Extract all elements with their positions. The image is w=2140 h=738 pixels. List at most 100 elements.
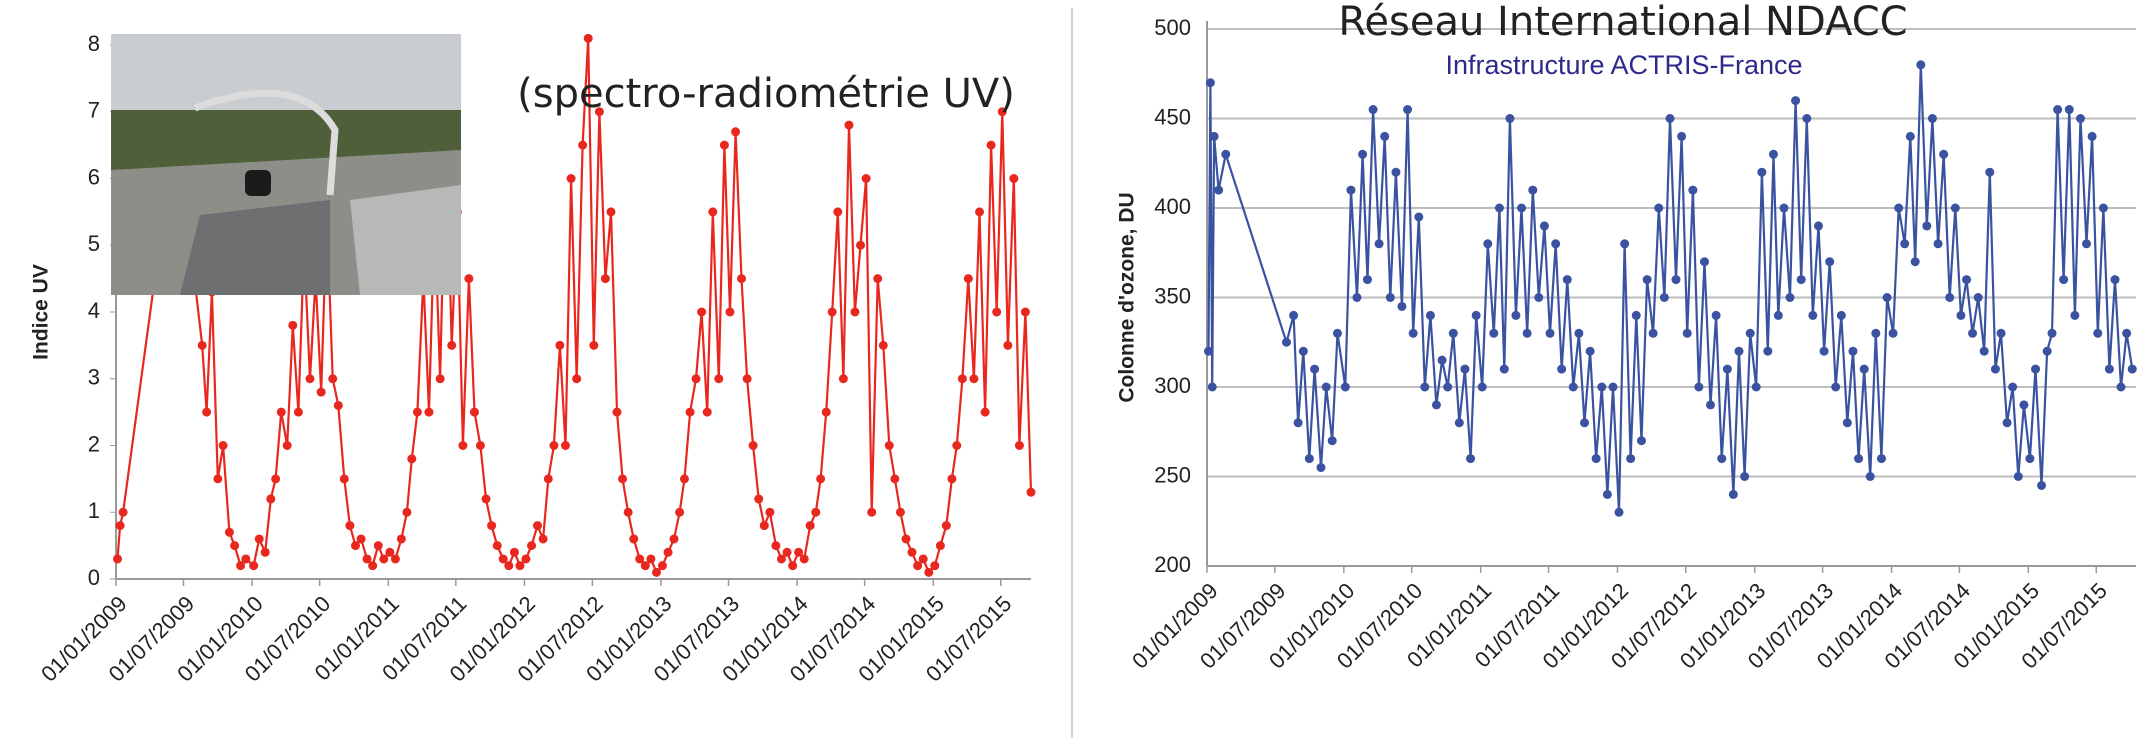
data-point <box>1205 78 1215 88</box>
data-point <box>1979 346 1989 356</box>
data-point <box>1956 310 1966 320</box>
data-point <box>1551 239 1561 249</box>
data-point <box>1677 131 1687 141</box>
data-point <box>782 547 792 557</box>
data-point <box>1699 257 1709 267</box>
chart-title: Réseau International NDACC <box>1338 0 1907 45</box>
data-point <box>538 534 548 544</box>
data-point <box>2002 418 2012 428</box>
data-point <box>1368 105 1378 115</box>
data-point <box>293 407 303 417</box>
data-point <box>691 374 701 384</box>
data-point <box>731 127 741 137</box>
data-point <box>1304 454 1314 464</box>
data-point <box>533 521 543 531</box>
data-point <box>1996 328 2006 338</box>
data-point <box>305 374 315 384</box>
data-point <box>218 441 228 450</box>
data-point <box>356 534 366 544</box>
data-point <box>249 561 259 571</box>
data-point <box>924 567 934 577</box>
data-point <box>469 407 479 417</box>
data-point <box>1939 149 1949 159</box>
y-tick-label: 300 <box>1154 373 1191 398</box>
data-point <box>635 554 645 564</box>
data-point <box>2042 346 2052 356</box>
data-point <box>1825 257 1835 267</box>
data-point <box>1298 346 1308 356</box>
photo-box-right <box>350 185 461 295</box>
data-point <box>447 340 457 350</box>
data-point <box>435 374 445 384</box>
data-point <box>969 374 979 384</box>
data-point <box>1321 382 1331 392</box>
data-point <box>1597 382 1607 392</box>
data-point <box>947 474 957 484</box>
data-point <box>1448 328 1458 338</box>
data-point <box>1768 149 1778 159</box>
data-point <box>669 534 679 544</box>
data-point <box>498 554 508 564</box>
y-tick-label: 8 <box>88 31 100 56</box>
data-point <box>1528 185 1538 195</box>
data-point <box>1026 487 1036 497</box>
data-point <box>2122 328 2132 338</box>
data-point <box>1848 346 1858 356</box>
data-point <box>878 340 888 350</box>
y-tick-label: 3 <box>88 365 100 390</box>
data-point <box>2110 275 2120 285</box>
data-point <box>821 407 831 417</box>
data-point <box>1950 203 1960 213</box>
data-point <box>2070 310 2080 320</box>
data-point <box>2127 364 2137 374</box>
data-point <box>316 387 326 397</box>
data-point <box>1665 114 1675 123</box>
y-tick-label: 4 <box>88 298 100 323</box>
data-point <box>583 33 593 43</box>
data-point <box>1614 507 1624 517</box>
data-point <box>1289 310 1299 320</box>
data-point <box>697 307 707 317</box>
data-point <box>844 120 854 130</box>
data-point <box>1927 114 1937 123</box>
data-point <box>1705 400 1715 410</box>
data-point <box>1626 454 1636 464</box>
data-point <box>623 507 633 517</box>
data-point <box>816 474 826 484</box>
data-point <box>957 374 967 384</box>
data-point <box>1391 167 1401 177</box>
series-line <box>1207 64 2134 513</box>
data-point <box>963 274 973 284</box>
data-point <box>527 541 537 551</box>
data-point <box>1327 436 1337 446</box>
data-point <box>759 521 769 531</box>
data-point <box>1779 203 1789 213</box>
data-point <box>776 554 786 564</box>
data-point <box>521 554 531 564</box>
data-point <box>230 541 240 551</box>
y-tick-label: 2 <box>88 431 100 456</box>
data-point <box>266 494 276 504</box>
data-point <box>1905 131 1915 141</box>
data-point <box>1682 328 1692 338</box>
data-point <box>504 561 514 571</box>
data-point <box>412 407 422 417</box>
data-point <box>481 494 491 504</box>
data-point <box>1425 310 1435 320</box>
data-point <box>1745 328 1755 338</box>
data-point <box>1545 328 1555 338</box>
data-point <box>2076 114 2086 123</box>
data-point <box>1014 441 1024 450</box>
data-point <box>1221 149 1231 159</box>
data-point <box>980 407 990 417</box>
data-point <box>856 240 866 250</box>
data-point <box>1637 436 1647 446</box>
data-point <box>913 561 923 571</box>
data-point <box>1916 60 1926 70</box>
data-point <box>260 547 270 557</box>
y-tick-label: 500 <box>1154 15 1191 40</box>
data-point <box>1990 364 2000 374</box>
data-point <box>663 547 673 557</box>
data-point <box>1003 340 1013 350</box>
data-point <box>1808 310 1818 320</box>
